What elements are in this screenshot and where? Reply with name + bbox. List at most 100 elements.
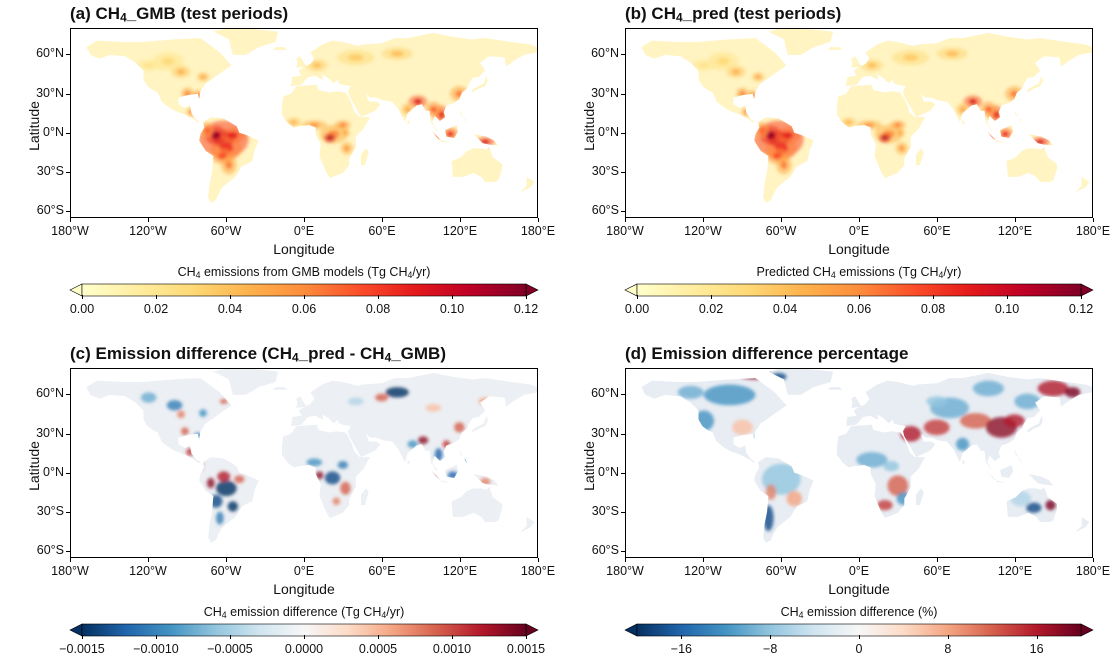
colorbar-label: CH4 emission difference (%) xyxy=(780,605,938,620)
difference-blob xyxy=(425,404,442,412)
colorbar xyxy=(624,283,1094,297)
landmass-sriLanka xyxy=(962,459,966,465)
emission-core xyxy=(227,132,238,139)
landmass-java xyxy=(441,140,452,144)
emission-core xyxy=(430,106,437,113)
emission-core xyxy=(867,62,877,68)
lat-tick-label: 30°S xyxy=(591,504,619,519)
difference-blob xyxy=(181,427,189,436)
lon-tick-mark xyxy=(937,558,938,562)
lon-tick-label: 120°W xyxy=(684,564,722,578)
colorbar-tick-label: 0.0010 xyxy=(432,642,472,656)
lon-tick-label: 60°E xyxy=(923,224,951,238)
difference-blob xyxy=(375,393,389,402)
lon-tick-mark xyxy=(70,218,71,222)
lat-tick-label: 30°N xyxy=(591,85,619,100)
emission-core xyxy=(969,99,977,105)
landmass-greenland xyxy=(768,369,834,395)
difference-blob xyxy=(332,497,341,506)
emission-core xyxy=(780,161,788,170)
difference-blob xyxy=(703,384,756,406)
emission-core xyxy=(204,126,210,134)
lat-tick-mark xyxy=(66,211,70,213)
difference-blob xyxy=(442,440,451,449)
lon-tick-label: 120°W xyxy=(129,224,167,238)
colorbar xyxy=(69,623,539,637)
lon-tick-label: 120°W xyxy=(684,224,722,238)
difference-blob xyxy=(763,505,774,532)
lon-tick-label: 180°W xyxy=(606,224,644,238)
colorbar-tick-label: 0.10 xyxy=(439,302,465,316)
landmass-newGuinea xyxy=(1028,473,1054,486)
emission-core xyxy=(894,123,902,127)
landmass-australia xyxy=(1006,146,1058,182)
world-map xyxy=(641,29,1092,203)
emission-core xyxy=(899,145,905,151)
lat-tick-label: 30°S xyxy=(591,164,619,179)
difference-blob xyxy=(234,475,245,484)
landmass-sriLanka xyxy=(407,119,411,125)
landmass-australia xyxy=(451,146,503,182)
colorbar-tick-label: 0.00 xyxy=(624,302,650,316)
emission-core xyxy=(481,139,490,144)
panel-title: (a) CH4_GMB (test periods) xyxy=(70,4,289,25)
landmass-sumatra xyxy=(426,466,442,481)
lon-tick-mark xyxy=(703,218,704,222)
emission-core xyxy=(732,69,740,75)
colorbar-tick-label: −0.0005 xyxy=(207,642,253,656)
landmass-iceland xyxy=(827,387,843,390)
lat-tick-mark xyxy=(621,394,625,396)
difference-blob xyxy=(480,477,491,486)
lon-tick-label: 180°E xyxy=(520,564,556,578)
emission-core xyxy=(1036,139,1045,144)
map-area xyxy=(625,28,1093,218)
difference-blob xyxy=(140,392,157,403)
lon-tick-mark xyxy=(859,558,860,562)
lon-tick-mark xyxy=(226,218,227,222)
difference-blob xyxy=(739,371,771,380)
emission-core xyxy=(744,110,749,114)
emission-core xyxy=(390,51,404,57)
emission-core xyxy=(290,120,297,125)
colorbar-tick-label: 0.10 xyxy=(994,302,1020,316)
colorbar-tick-label: 0.0000 xyxy=(284,642,324,656)
landmass-japan xyxy=(472,75,488,93)
colorbar-tick-mark xyxy=(933,295,934,299)
landmass-nz xyxy=(1075,176,1090,193)
difference-blob xyxy=(454,422,465,433)
colorbar-tick-label: 0.04 xyxy=(772,302,798,316)
emission-core xyxy=(309,123,320,127)
lon-tick-label: 120°E xyxy=(997,564,1033,578)
difference-blob xyxy=(215,480,237,497)
landmass-greenland xyxy=(768,29,834,55)
lat-tick-label: 60°S xyxy=(36,543,64,558)
emission-core xyxy=(189,110,194,114)
difference-blob xyxy=(217,471,231,482)
lon-tick-label: 60°W xyxy=(210,224,242,238)
lon-tick-label: 180°W xyxy=(51,564,89,578)
colorbar-tick-mark xyxy=(770,635,772,639)
emission-core xyxy=(225,161,233,170)
colorbar-svg xyxy=(624,283,1094,297)
emission-core xyxy=(985,106,992,113)
colorbar-max-extend xyxy=(1080,283,1094,297)
lon-tick-mark xyxy=(625,218,626,222)
lon-tick-label: 60°E xyxy=(368,564,396,578)
landmass-madagascar xyxy=(360,148,369,166)
lon-tick-label: 60°W xyxy=(765,564,797,578)
difference-blob xyxy=(447,471,459,480)
difference-blob xyxy=(1045,499,1056,511)
lon-tick-label: 120°W xyxy=(129,564,167,578)
difference-blob xyxy=(923,419,950,436)
emission-core xyxy=(327,135,333,140)
landmass-britain xyxy=(851,56,862,68)
difference-blob xyxy=(219,398,228,405)
difference-blob xyxy=(887,475,909,497)
emission-blob xyxy=(191,90,205,103)
difference-blob xyxy=(461,458,470,467)
landmass-britain xyxy=(296,396,307,408)
landmass-australia xyxy=(451,486,503,522)
landmass-greenland xyxy=(213,369,279,395)
lat-tick-mark xyxy=(621,132,625,134)
lat-tick-mark xyxy=(621,512,625,514)
